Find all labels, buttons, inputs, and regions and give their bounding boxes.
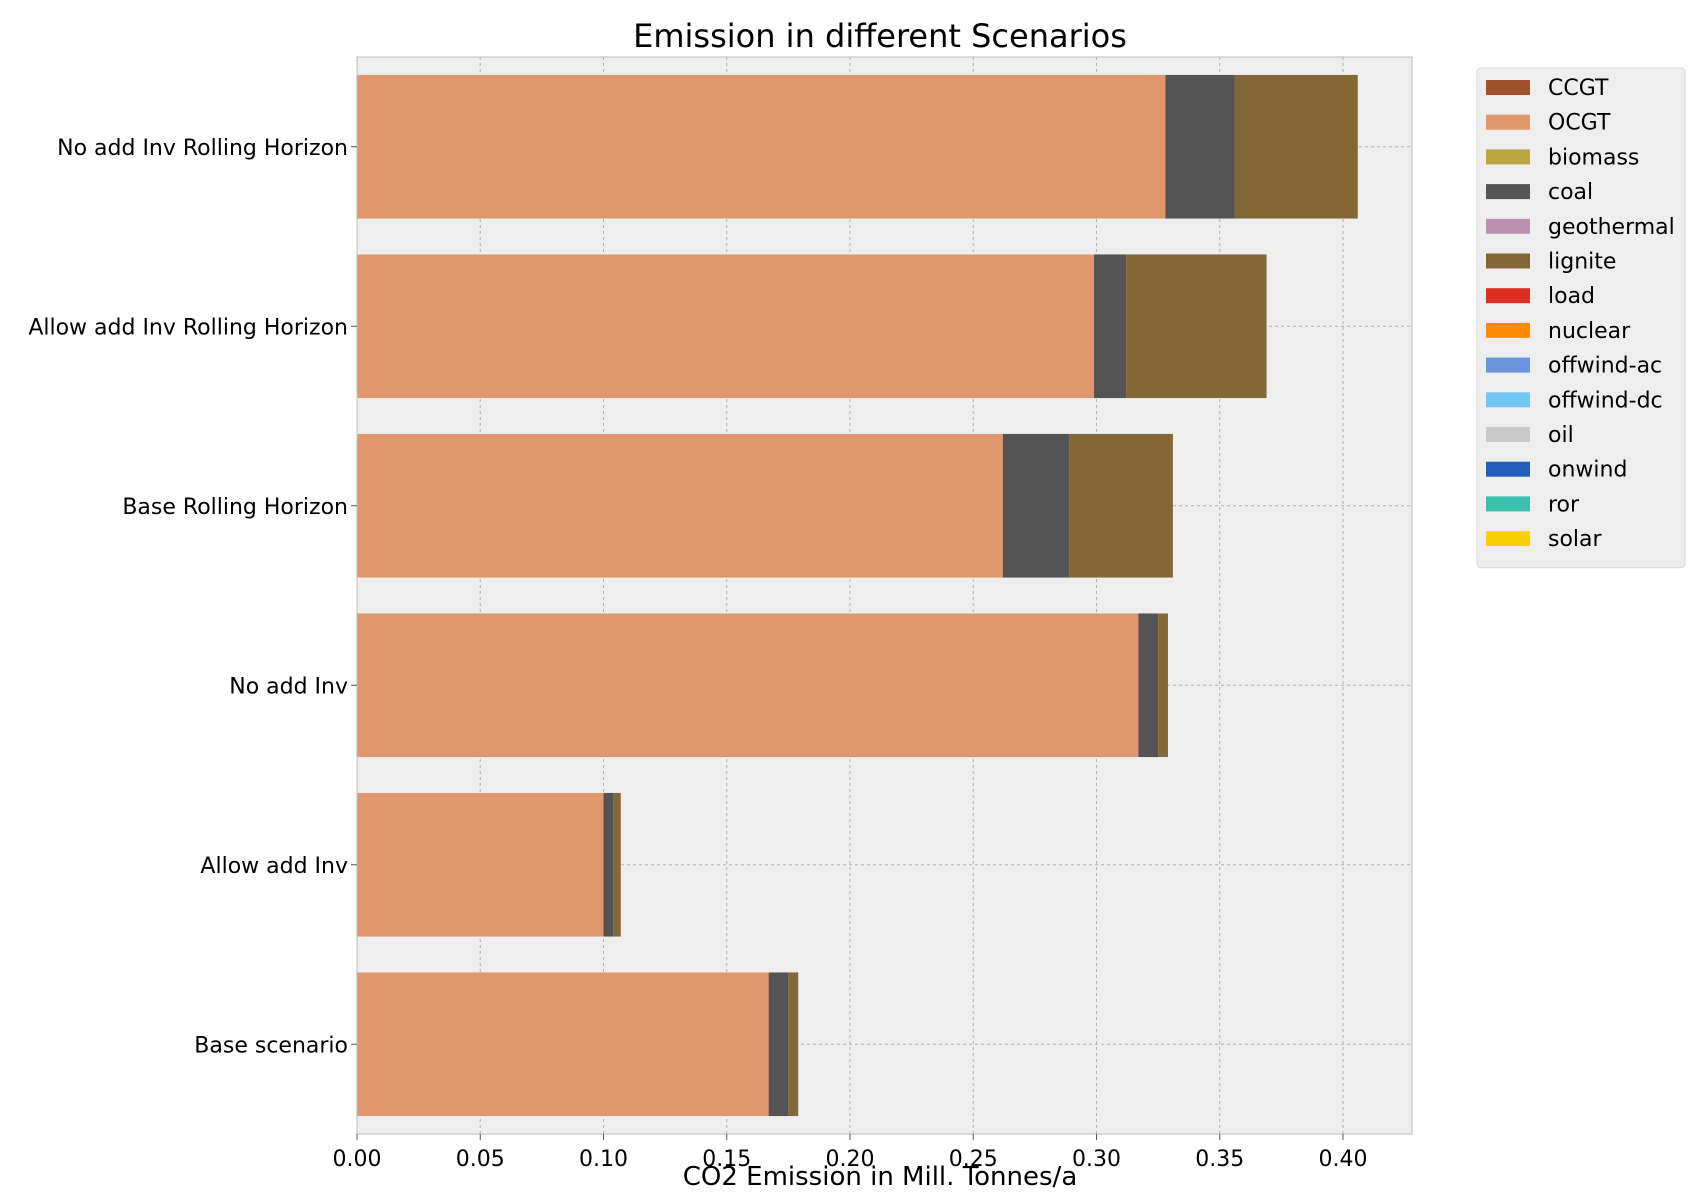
x-tick-label: 0.05	[456, 1147, 505, 1172]
bar-lignite	[788, 972, 799, 1117]
legend-label: lignite	[1548, 250, 1616, 275]
legend-swatch	[1486, 218, 1530, 234]
category-label: No add Inv Rolling Horizon	[57, 136, 348, 161]
bar-lignite	[1069, 433, 1173, 578]
bar-lignite	[1126, 254, 1267, 399]
legend-label: ror	[1548, 492, 1580, 517]
legend-label: offwind-ac	[1548, 354, 1662, 379]
bar-ocgt	[357, 254, 1095, 399]
legend-swatch	[1486, 80, 1530, 95]
category-label: Allow add Inv	[200, 854, 348, 879]
legend-swatch	[1486, 288, 1530, 304]
x-tick-label: 0.40	[1318, 1147, 1367, 1172]
legend-swatch	[1486, 357, 1530, 373]
bar-ocgt	[357, 792, 604, 937]
bar-ocgt	[357, 613, 1139, 758]
legend-label: load	[1548, 284, 1595, 309]
bar-ocgt	[357, 433, 1003, 578]
legend-label: offwind-dc	[1548, 388, 1663, 413]
bar-ocgt	[357, 74, 1166, 219]
category-label: No add Inv	[229, 674, 348, 699]
legend-box	[1476, 67, 1686, 569]
x-tick-label: 0.00	[333, 1147, 382, 1172]
x-axis-title: CO2 Emission in Mill. Tonnes/a	[683, 1162, 1078, 1192]
legend-label: OCGT	[1548, 111, 1611, 136]
legend-swatch	[1486, 461, 1530, 477]
x-tick-label: 0.35	[1195, 1147, 1244, 1172]
x-tick-label: 0.25	[949, 1147, 998, 1172]
plot-area	[357, 57, 1412, 1134]
bar-coal	[1165, 74, 1235, 219]
legend-label: onwind	[1548, 458, 1627, 483]
legend-label: oil	[1548, 423, 1574, 448]
bar-lignite	[1158, 613, 1168, 758]
legend-swatch	[1486, 149, 1530, 165]
x-tick-label: 0.10	[579, 1147, 628, 1172]
legend-swatch	[1486, 427, 1530, 442]
bar-coal	[1002, 433, 1070, 578]
bar-coal	[1138, 613, 1159, 758]
x-tick-label: 0.30	[1072, 1147, 1121, 1172]
legend-label: geothermal	[1548, 215, 1675, 240]
legend-swatch	[1486, 184, 1530, 200]
bar-lignite	[1234, 74, 1358, 219]
legend-label: biomass	[1548, 145, 1639, 170]
legend-swatch	[1486, 392, 1530, 408]
legend-label: CCGT	[1548, 76, 1609, 101]
legend-swatch	[1486, 531, 1530, 547]
legend-label: coal	[1548, 180, 1593, 205]
bar-coal	[1094, 254, 1127, 399]
legend-label: solar	[1548, 527, 1603, 552]
category-label: Base Rolling Horizon	[122, 495, 348, 520]
legend-swatch	[1486, 496, 1530, 512]
bar-ocgt	[357, 972, 769, 1117]
legend-swatch	[1486, 253, 1530, 269]
x-tick-label: 0.15	[702, 1147, 751, 1172]
bar-coal	[603, 792, 614, 937]
legend-swatch	[1486, 322, 1530, 338]
bar-coal	[768, 972, 789, 1117]
x-tick-label: 0.20	[825, 1147, 874, 1172]
category-label: Base scenario	[194, 1033, 348, 1058]
bar-lignite	[613, 792, 621, 937]
plot-frame	[356, 56, 1413, 1135]
legend-label: nuclear	[1548, 319, 1631, 344]
legend-swatch	[1486, 114, 1530, 130]
category-label: Allow add Inv Rolling Horizon	[28, 315, 348, 340]
chart-title: Emission in different Scenarios	[633, 17, 1127, 55]
